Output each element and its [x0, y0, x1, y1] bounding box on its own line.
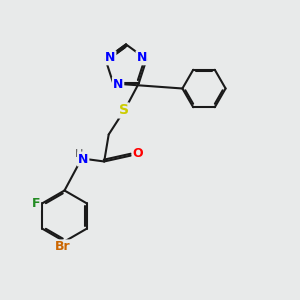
Text: N: N [136, 51, 147, 64]
Text: H: H [74, 149, 83, 159]
Text: O: O [133, 148, 143, 160]
Text: N: N [105, 51, 116, 64]
Text: F: F [32, 197, 40, 210]
Text: N: N [113, 78, 123, 91]
Text: N: N [78, 153, 88, 166]
Text: S: S [119, 103, 129, 118]
Text: Br: Br [55, 240, 71, 254]
